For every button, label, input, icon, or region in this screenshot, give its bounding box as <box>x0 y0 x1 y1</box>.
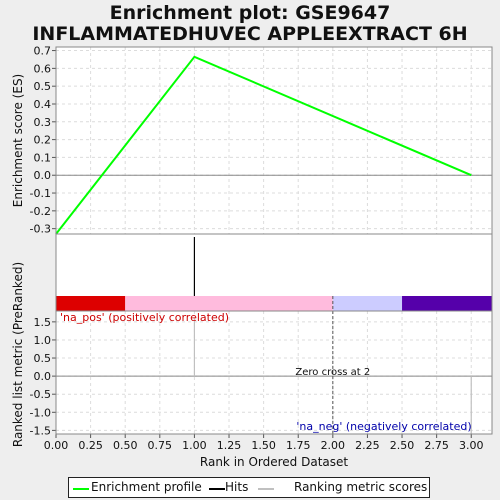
rk-ytick-label: 1.5 <box>34 316 52 329</box>
legend-ranking: Ranking metric scores <box>294 480 428 494</box>
chart-title-line-1: Enrichment plot: GSE9647 <box>109 2 391 24</box>
es-ytick-label: 0.6 <box>34 62 52 75</box>
es-ytick-label: 0.7 <box>34 45 52 58</box>
pos-corr-label: 'na_pos' (positively correlated) <box>60 311 229 324</box>
legend-hits: Hits <box>225 480 249 494</box>
legend-hits-swatch <box>209 488 225 490</box>
x-axis-label: Rank in Ordered Dataset <box>200 455 348 469</box>
color-bar-segment-1 <box>56 296 126 311</box>
xtick-label: 1.75 <box>286 439 311 452</box>
rk-ytick-label: 0.5 <box>34 352 52 365</box>
rk-ytick-label: 1.0 <box>34 334 52 347</box>
xtick-label: 0.25 <box>78 439 103 452</box>
xtick-label: 0.75 <box>148 439 173 452</box>
xtick-label: 2.50 <box>390 439 415 452</box>
xtick-label: 2.75 <box>424 439 449 452</box>
xtick-label: 2.00 <box>321 439 346 452</box>
rk-ylabel: Ranked list metric (PreRanked) <box>11 262 25 447</box>
xtick-label: 1.50 <box>251 439 276 452</box>
xtick-label: 2.25 <box>355 439 380 452</box>
color-bar-segment-2 <box>125 296 333 311</box>
chart-title-line-2: INFLAMMATEDHUVEC APPLEEXTRACT 6H <box>32 23 468 45</box>
es-ytick-label: -0.3 <box>30 223 51 236</box>
rk-ytick-label: 0.0 <box>34 370 52 383</box>
xtick-label: 3.00 <box>459 439 484 452</box>
zero-cross-label: Zero cross at 2 <box>295 367 370 378</box>
es-ytick-label: -0.2 <box>30 205 51 218</box>
ranking-panel-bg <box>56 311 492 434</box>
legend-enrichment-swatch <box>73 488 89 490</box>
xtick-label: 1.25 <box>217 439 242 452</box>
color-bar-segment-4 <box>402 296 492 311</box>
xtick-label: 0.50 <box>113 439 138 452</box>
legend-ranking-swatch <box>258 488 274 490</box>
neg-corr-label: 'na_neg' (negatively correlated) <box>296 420 471 433</box>
color-bar-segment-3 <box>332 296 403 311</box>
es-ytick-label: 0.2 <box>34 134 52 147</box>
rk-ytick-label: -1.5 <box>30 424 51 437</box>
es-ylabel: Enrichment score (ES) <box>11 74 25 207</box>
es-ytick-label: 0.1 <box>34 151 52 164</box>
enrichment-profile-line <box>55 55 472 235</box>
rk-ytick-label: -1.0 <box>30 406 51 419</box>
es-ytick-label: 0.3 <box>34 116 52 129</box>
es-ytick-label: 0.4 <box>34 98 52 111</box>
hits-panel-bg <box>56 234 492 296</box>
rk-ytick-label: -0.5 <box>30 388 51 401</box>
es-ytick-label: 0.0 <box>34 169 52 182</box>
es-ytick-label: 0.5 <box>34 80 52 93</box>
es-panel-bg <box>56 47 492 234</box>
xtick-label: 1.00 <box>182 439 207 452</box>
legend: Enrichment profile Hits Ranking metric s… <box>68 477 430 498</box>
legend-enrichment-profile: Enrichment profile <box>91 480 202 494</box>
es-ytick-label: -0.1 <box>30 187 51 200</box>
xtick-label: 0.00 <box>44 439 69 452</box>
ranking-panel-border <box>55 310 493 435</box>
